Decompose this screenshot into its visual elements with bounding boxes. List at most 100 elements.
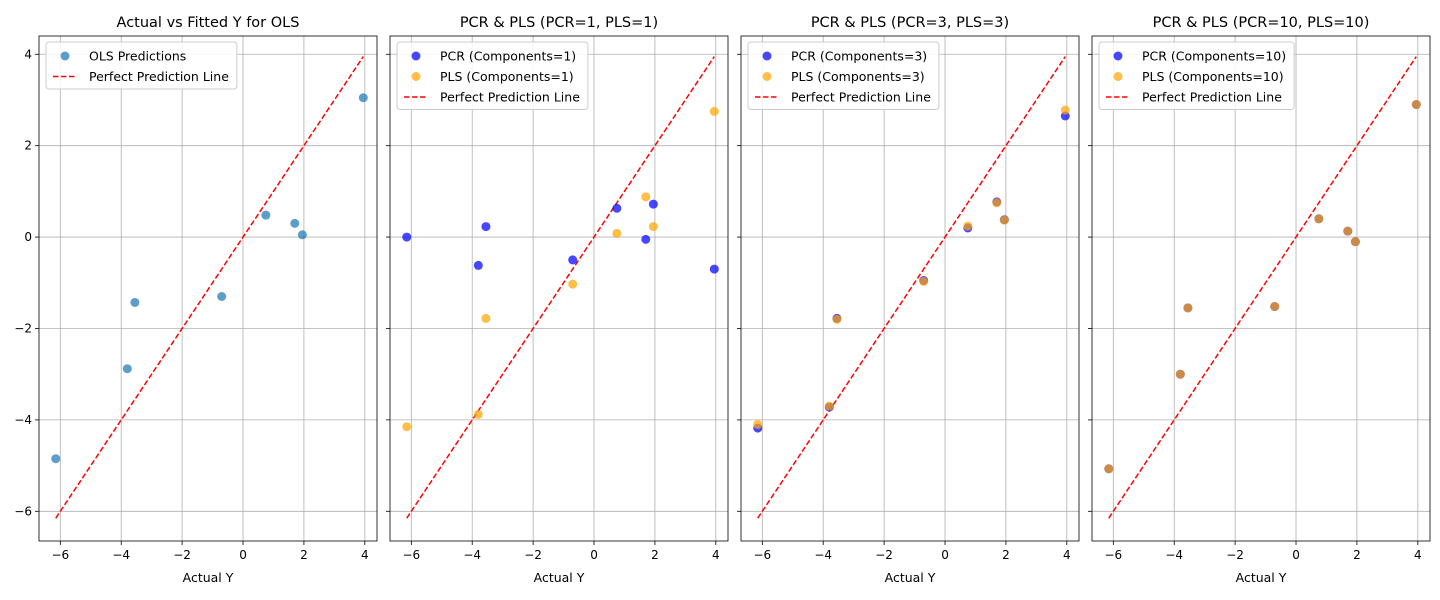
data-point <box>130 297 140 307</box>
legend-marker <box>411 51 421 61</box>
data-point <box>648 199 658 209</box>
legend-label: OLS Predictions <box>89 49 186 64</box>
perfect-prediction-line <box>1108 56 1417 519</box>
data-point <box>481 222 491 232</box>
data-point <box>290 218 300 228</box>
x-tick-label: −2 <box>524 548 542 562</box>
data-point <box>402 232 412 242</box>
data-point <box>261 210 271 220</box>
x-tick-label: −6 <box>402 548 420 562</box>
data-point <box>297 230 307 240</box>
legend-label: PLS (Components=1) <box>440 69 574 84</box>
data-point <box>753 419 763 429</box>
legend-box <box>396 41 589 110</box>
data-point <box>1270 302 1280 312</box>
data-point <box>641 234 651 244</box>
axes-frame <box>1091 35 1431 542</box>
legend-marker <box>411 72 421 81</box>
legend-label: PLS (Components=3) <box>791 69 925 84</box>
x-tick-label: 4 <box>361 548 369 562</box>
x-tick-label: −2 <box>173 548 191 562</box>
legend-marker <box>762 72 772 81</box>
legend-box <box>1098 41 1295 110</box>
legend-label: PCR (Components=10) <box>1142 49 1286 64</box>
legend: PCR (Components=1) PLS (Components=1) Perf… <box>396 41 589 110</box>
data-point <box>1314 214 1324 224</box>
legend-box <box>747 41 940 110</box>
chart-title: PCR & PLS (PCR=10, PLS=10) <box>1153 15 1370 31</box>
x-tick-label: 0 <box>239 548 247 562</box>
chart-title: PCR & PLS (PCR=1, PLS=1) <box>460 15 658 31</box>
legend-marker <box>1113 51 1123 61</box>
legend-marker <box>762 51 772 61</box>
x-tick-label: 0 <box>941 548 949 562</box>
chart-panel-3: −6 −4 −2 0 2 4 PCR & PLS (PCR=3, PLS=3) Actual … <box>737 15 1080 585</box>
x-tick-label: −6 <box>51 548 69 562</box>
data-point <box>481 313 491 323</box>
x-tick-label: −4 <box>112 548 130 562</box>
data-point <box>358 93 368 103</box>
data-point <box>963 221 973 231</box>
data-point <box>568 279 578 289</box>
x-tick-label: −4 <box>1165 548 1183 562</box>
legend: PCR (Components=3) PLS (Components=3) Perf… <box>747 41 940 110</box>
x-axis-label: Actual Y <box>534 570 585 585</box>
legend-label: Perfect Prediction Line <box>440 90 580 105</box>
x-axis-label: Actual Y <box>183 570 234 585</box>
data-point <box>51 454 61 464</box>
chart-panel-1: −6 −4 −2 0 2 4 −6 −4 −2 0 2 4 Actual vs Fitted Y for… <box>14 15 378 585</box>
x-tick-label: −6 <box>1104 548 1122 562</box>
y-tick-label: 2 <box>24 139 32 153</box>
data-point <box>709 106 719 116</box>
x-tick-label: 0 <box>1292 548 1300 562</box>
chart-title: Actual vs Fitted Y for OLS <box>117 15 300 31</box>
x-tick-label: 2 <box>300 548 308 562</box>
series-2 <box>753 105 1070 429</box>
x-tick-label: −2 <box>875 548 893 562</box>
data-point <box>992 198 1002 208</box>
data-point <box>612 203 622 213</box>
x-tick-label: 2 <box>1002 548 1010 562</box>
chart-panel-4: −6 −4 −2 0 2 4 PCR & PLS (PCR=10, PLS=10) Actua… <box>1088 15 1431 585</box>
y-tick-label: −6 <box>14 504 32 518</box>
legend-label: Perfect Prediction Line <box>791 90 931 105</box>
series-1 <box>51 93 368 464</box>
legend-label: Perfect Prediction Line <box>89 69 229 84</box>
data-point <box>1411 100 1421 110</box>
legend: PCR (Components=10) PLS (Components=10) Pe… <box>1098 41 1295 110</box>
x-tick-label: 2 <box>1353 548 1361 562</box>
data-point <box>402 422 412 432</box>
data-point <box>568 255 578 265</box>
legend-label: Perfect Prediction Line <box>1142 90 1282 105</box>
data-point <box>709 264 719 274</box>
data-point <box>122 364 132 374</box>
data-point <box>1104 464 1114 474</box>
x-tick-label: 4 <box>712 548 720 562</box>
data-point <box>1350 237 1360 247</box>
data-point <box>1343 226 1353 236</box>
data-point <box>473 409 483 419</box>
x-tick-label: 2 <box>651 548 659 562</box>
series-1 <box>1104 100 1421 474</box>
series-2 <box>1104 100 1421 474</box>
data-point <box>919 276 929 286</box>
axes-frame <box>740 35 1080 542</box>
data-point <box>217 291 227 301</box>
series-1 <box>402 199 719 274</box>
data-point <box>648 222 658 232</box>
x-tick-label: 4 <box>1063 548 1071 562</box>
legend-marker <box>60 51 70 61</box>
chart-panel-2: −6 −4 −2 0 2 4 PCR & PLS (PCR=1, PLS=1) Actual … <box>386 15 729 585</box>
x-tick-label: 0 <box>590 548 598 562</box>
data-point <box>824 401 834 411</box>
x-tick-label: 4 <box>1414 548 1422 562</box>
data-point <box>612 228 622 238</box>
chart-title: PCR & PLS (PCR=3, PLS=3) <box>811 15 1009 31</box>
x-axis-label: Actual Y <box>885 570 936 585</box>
y-tick-label: 4 <box>24 47 32 61</box>
data-point <box>832 314 842 324</box>
x-tick-label: −6 <box>753 548 771 562</box>
y-tick-label: −2 <box>14 321 32 335</box>
x-tick-label: −4 <box>814 548 832 562</box>
data-point <box>1175 369 1185 379</box>
